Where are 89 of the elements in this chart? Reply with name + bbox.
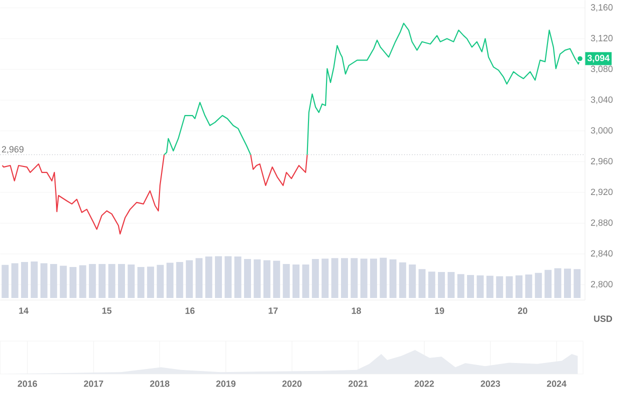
bar	[137, 266, 144, 298]
bar	[244, 259, 252, 298]
bar	[156, 264, 164, 298]
x-tick-label: 2024	[546, 380, 566, 387]
y-tick-label: 3,120	[590, 34, 613, 42]
bar	[108, 264, 116, 298]
annotation: 3,094	[587, 54, 610, 62]
bar	[176, 262, 184, 298]
bar	[234, 256, 242, 298]
ref-line-label: 2,969	[2, 146, 24, 154]
x-tick-label: 2017	[84, 380, 104, 387]
bar	[147, 266, 154, 298]
bar	[254, 259, 261, 298]
x-tick-label: 2019	[216, 380, 236, 387]
bar	[302, 264, 310, 298]
y-tick-label: 3,160	[590, 4, 613, 12]
bar	[50, 264, 58, 298]
x-tick-label: 2016	[18, 380, 38, 387]
bar	[428, 272, 436, 298]
x-tick-label: 2021	[348, 380, 368, 387]
bar	[292, 264, 300, 298]
bar	[360, 258, 368, 298]
bar	[370, 258, 378, 298]
bar	[282, 264, 290, 298]
y-axis-title: USD	[594, 316, 612, 322]
bar	[350, 258, 358, 298]
bar	[186, 260, 193, 298]
bar	[380, 258, 387, 298]
y-tick-label: 2,920	[590, 188, 613, 196]
y-tick-label: 2,880	[590, 219, 613, 227]
y-tick-label: 2,840	[590, 250, 613, 258]
bar	[544, 270, 552, 298]
y-tick-label: 2,960	[590, 158, 613, 166]
bar	[506, 276, 513, 298]
bar	[516, 275, 522, 298]
bar	[534, 272, 542, 298]
bar	[273, 260, 280, 298]
bar	[2, 264, 9, 298]
x-tick-label: 2022	[414, 380, 434, 387]
x-tick-label: 18	[352, 308, 362, 314]
bar	[467, 274, 474, 298]
bar	[448, 272, 455, 298]
bar	[118, 264, 125, 298]
bar	[457, 274, 464, 298]
bar	[21, 262, 28, 298]
y-tick-label: 3,000	[590, 127, 613, 135]
bar	[205, 256, 212, 298]
x-tick-label: 2023	[480, 380, 500, 387]
x-tick-label: 14	[19, 308, 29, 314]
bar	[263, 260, 270, 298]
y-tick-label: 2,800	[590, 280, 613, 288]
bar	[98, 264, 106, 298]
bar	[128, 264, 135, 298]
x-tick-label: 2020	[282, 380, 302, 387]
x-tick-label: 19	[435, 308, 444, 314]
bar	[79, 265, 86, 298]
bar	[312, 259, 319, 298]
bar	[166, 262, 174, 298]
x-tick-label: 17	[268, 308, 278, 314]
x-tick-label: 15	[102, 308, 112, 314]
bar	[486, 276, 494, 298]
bar	[564, 268, 571, 298]
bar	[399, 262, 406, 298]
bar	[496, 276, 504, 298]
x-tick-label: 16	[186, 308, 195, 314]
bar	[438, 272, 445, 298]
x-tick-label: 2018	[150, 380, 170, 387]
bar	[476, 275, 484, 298]
bar	[88, 264, 96, 298]
bar	[40, 263, 48, 298]
bar	[389, 259, 396, 298]
bar	[322, 258, 329, 298]
bar	[418, 269, 426, 298]
bar	[525, 274, 532, 298]
bar	[574, 269, 581, 298]
y-tick-label: 3,040	[590, 96, 613, 104]
y-tick-label: 3,080	[590, 66, 613, 74]
bar	[214, 256, 222, 298]
bar	[196, 258, 203, 298]
bar	[224, 256, 232, 298]
bar	[340, 258, 348, 298]
bar	[11, 263, 18, 298]
bar	[408, 264, 416, 298]
bar	[331, 258, 338, 298]
bar	[30, 262, 38, 298]
bar	[554, 268, 562, 298]
x-tick-label: 20	[518, 308, 528, 314]
bar	[70, 266, 77, 298]
bar	[60, 266, 67, 298]
